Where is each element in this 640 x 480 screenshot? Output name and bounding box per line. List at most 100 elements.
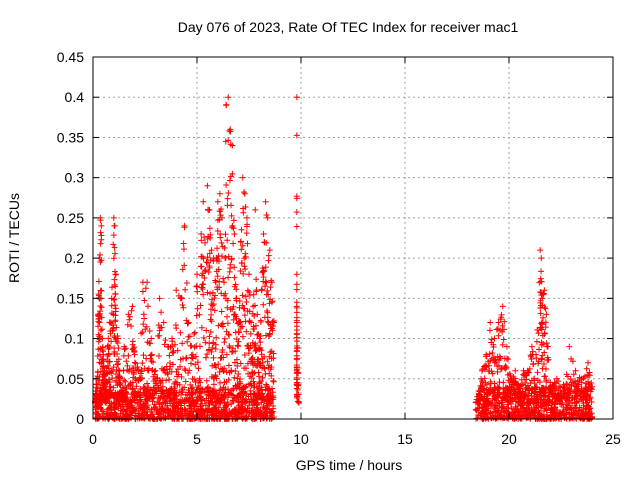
data-point xyxy=(172,392,179,399)
data-point xyxy=(295,399,302,406)
data-point xyxy=(578,375,585,382)
data-point xyxy=(489,350,496,357)
data-point xyxy=(512,367,519,374)
data-point xyxy=(114,335,121,342)
data-point xyxy=(146,406,153,413)
chart-title: Day 076 of 2023, Rate Of TEC Index for r… xyxy=(178,19,519,35)
data-point xyxy=(162,399,169,406)
data-point xyxy=(198,395,205,402)
data-point xyxy=(163,377,170,384)
data-point xyxy=(551,411,558,418)
data-point xyxy=(529,408,536,415)
data-point xyxy=(259,359,266,366)
data-point xyxy=(146,339,153,346)
data-point xyxy=(258,399,265,406)
data-point xyxy=(542,365,549,372)
data-point xyxy=(143,323,150,330)
data-point xyxy=(543,311,550,318)
data-point xyxy=(540,392,547,399)
data-point xyxy=(96,310,103,317)
data-point xyxy=(494,410,501,417)
data-point xyxy=(234,342,241,349)
data-point xyxy=(209,398,216,405)
data-point xyxy=(183,280,190,287)
data-point xyxy=(212,341,219,348)
data-point xyxy=(166,352,173,359)
data-point xyxy=(222,393,229,400)
data-point xyxy=(157,325,164,332)
data-point xyxy=(246,288,253,295)
data-point xyxy=(206,264,213,271)
data-point xyxy=(164,370,171,377)
data-point xyxy=(216,190,223,197)
data-point xyxy=(163,387,170,394)
data-point xyxy=(95,318,102,325)
data-point xyxy=(540,314,547,321)
data-point xyxy=(495,332,502,339)
data-point xyxy=(255,393,262,400)
data-point xyxy=(482,364,489,371)
data-point xyxy=(190,398,197,405)
data-point xyxy=(215,322,222,329)
data-point xyxy=(169,412,176,419)
data-point xyxy=(137,401,144,408)
data-point xyxy=(235,403,242,410)
data-point xyxy=(586,372,593,379)
data-point xyxy=(480,397,487,404)
data-point xyxy=(204,351,211,358)
data-point xyxy=(201,275,208,282)
data-point xyxy=(537,310,544,317)
data-point xyxy=(567,415,574,422)
data-point xyxy=(539,295,546,302)
data-point xyxy=(263,383,270,390)
data-point xyxy=(522,391,529,398)
data-point xyxy=(240,390,247,397)
data-point xyxy=(97,229,104,236)
data-point xyxy=(201,389,208,396)
data-point xyxy=(488,414,495,421)
data-point xyxy=(201,234,208,241)
data-point xyxy=(195,394,202,401)
data-point xyxy=(564,373,571,380)
data-point xyxy=(541,330,548,337)
data-point xyxy=(185,319,192,326)
data-point xyxy=(537,392,544,399)
data-point xyxy=(261,365,268,372)
data-point xyxy=(567,376,574,383)
data-point xyxy=(108,310,115,317)
data-point xyxy=(158,309,165,316)
data-point xyxy=(203,327,210,334)
data-point xyxy=(95,405,102,412)
data-point xyxy=(97,240,104,247)
data-point xyxy=(242,293,249,300)
data-point xyxy=(161,341,168,348)
data-point xyxy=(543,377,550,384)
data-point xyxy=(522,386,529,393)
data-point xyxy=(254,331,261,338)
data-point xyxy=(198,263,205,270)
data-point xyxy=(158,324,165,331)
data-point xyxy=(177,363,184,370)
data-point xyxy=(168,385,175,392)
data-point xyxy=(114,361,121,368)
data-point xyxy=(149,394,156,401)
data-point xyxy=(231,230,238,237)
data-point xyxy=(264,393,271,400)
data-point xyxy=(230,303,237,310)
data-point xyxy=(252,347,259,354)
data-point xyxy=(260,268,267,275)
data-point xyxy=(164,371,171,378)
data-point xyxy=(265,252,272,259)
data-point xyxy=(99,335,106,342)
data-point xyxy=(553,375,560,382)
data-point xyxy=(108,295,115,302)
data-point xyxy=(204,254,211,261)
data-point xyxy=(507,372,514,379)
data-point xyxy=(270,319,277,326)
data-point xyxy=(247,390,254,397)
data-point xyxy=(253,406,260,413)
data-point xyxy=(510,383,517,390)
data-point xyxy=(257,319,264,326)
data-point xyxy=(221,339,228,346)
